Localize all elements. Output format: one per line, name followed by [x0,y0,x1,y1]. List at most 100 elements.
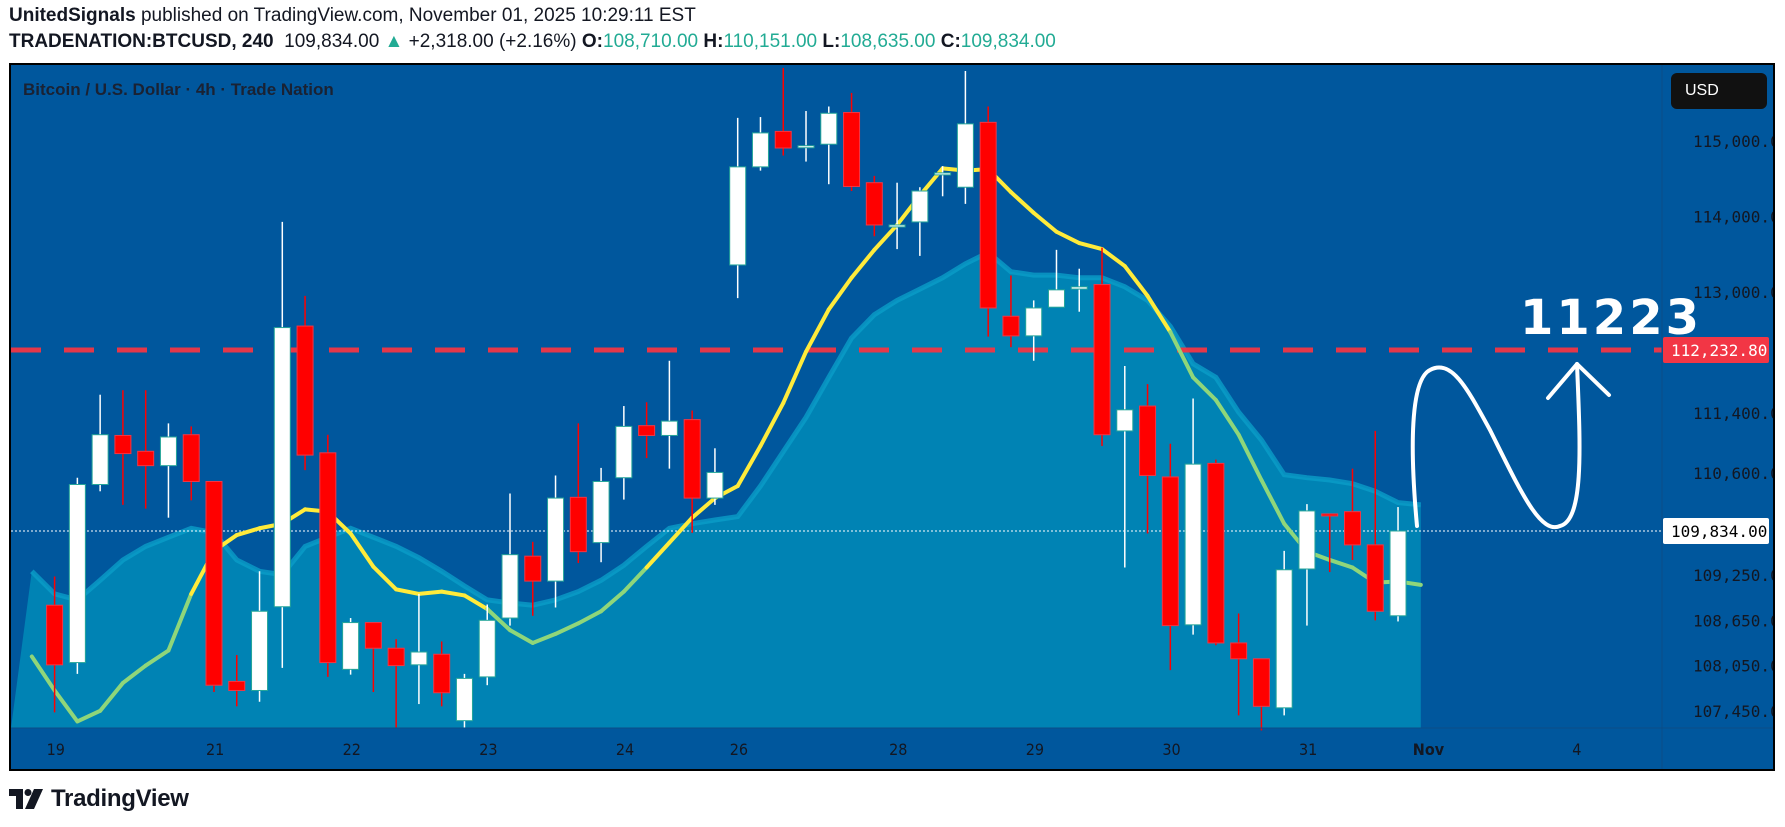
candle[interactable] [888,224,906,228]
ma-line-segment [1236,432,1264,482]
candle[interactable] [1139,405,1157,476]
candle[interactable] [91,434,109,486]
symbol-line: TRADENATION:BTCUSD, 240 109,834.00 ▲ +2,… [9,31,1056,53]
candle[interactable] [547,497,565,582]
candle[interactable] [1093,284,1111,436]
candle[interactable] [273,327,291,608]
close-value: 109,834.00 [960,31,1056,52]
candle[interactable] [1070,286,1088,290]
candle[interactable] [364,622,382,649]
price-tick-label: 111,400.00 [1693,404,1773,423]
time-tick-label: Nov [1413,740,1445,759]
candle[interactable] [865,182,883,226]
up-arrow-icon: ▲ [384,31,404,52]
ma-line-segment [1100,247,1127,269]
candle[interactable] [1298,510,1316,570]
candle[interactable] [296,325,314,456]
ma-line-segment [371,564,399,592]
candle[interactable] [1366,544,1384,612]
candle[interactable] [615,425,633,479]
candle[interactable] [1025,307,1043,337]
candle[interactable] [1207,462,1225,644]
time-tick-label: 23 [479,740,497,759]
ma-line-segment [530,631,558,645]
price-tick-label: 109,250.00 [1693,566,1773,585]
candle[interactable] [478,619,496,678]
ma-line-segment [758,401,786,449]
candle[interactable] [751,132,769,168]
candle[interactable] [1389,530,1407,617]
candle[interactable] [1047,289,1065,308]
candlestick-chart[interactable]: 115,000.00 114,000.00 113,000.00 111,400.00… [11,65,1773,769]
ma-line-segment [1054,229,1082,246]
candle[interactable] [137,450,155,467]
price-tick-label: 108,050.00 [1693,657,1773,676]
candle[interactable] [820,112,838,145]
candle[interactable] [774,130,792,149]
candle[interactable] [911,190,929,223]
chart-frame[interactable]: 115,000.00 114,000.00 113,000.00 111,400.00… [9,63,1775,771]
candle[interactable] [68,484,86,664]
candle[interactable] [46,604,64,666]
candle[interactable] [1252,658,1270,707]
candle[interactable] [524,555,542,582]
candle[interactable] [979,121,997,309]
tradingview-logo[interactable]: TradingView [9,785,189,813]
level-price-label: 112,232.80 [1671,341,1767,360]
candle[interactable] [592,480,610,544]
ma-line-segment [1145,293,1173,335]
ma-area-line [30,249,1422,608]
time-tick-label: 26 [730,740,748,759]
candle[interactable] [387,647,405,667]
candle[interactable] [1116,409,1134,432]
candle[interactable] [182,434,200,482]
projection-wave-path[interactable] [1410,362,1582,530]
ma-line-segment [1191,375,1218,402]
low-value: 108,635.00 [840,31,936,52]
candle[interactable] [159,436,177,467]
candle[interactable] [455,677,473,722]
candle[interactable] [706,471,724,499]
ma-line-segment [439,589,467,598]
publish-line: UnitedSignals published on TradingView.c… [9,5,696,27]
candle[interactable] [114,434,132,455]
ma-line-segment [143,648,171,668]
candle[interactable] [660,420,678,436]
ma-line-segment [667,515,695,545]
ma-line-segment [1213,397,1241,437]
candle[interactable] [1002,315,1020,337]
candle[interactable] [228,680,246,691]
candle[interactable] [1184,463,1202,626]
ma-line-segment [166,591,194,653]
candle[interactable] [638,425,656,436]
candle[interactable] [205,480,223,686]
candle[interactable] [1321,513,1339,517]
candle[interactable] [729,166,747,266]
candle[interactable] [251,610,269,691]
candle[interactable] [1275,569,1293,709]
candle[interactable] [956,123,974,188]
candle[interactable] [683,419,701,499]
open-value: 108,710.00 [603,31,699,52]
candle[interactable] [797,145,815,149]
ma-line-segment [1031,210,1059,234]
candle[interactable] [1161,476,1179,627]
tradingview-wordmark: TradingView [51,785,189,812]
candle[interactable] [342,622,360,670]
author-name[interactable]: UnitedSignals [9,5,136,26]
candle[interactable] [501,554,519,619]
chart-legend-title: Bitcoin / U.S. Dollar · 4h · Trade Natio… [23,80,334,99]
ma-line-segment [394,587,421,596]
candle[interactable] [934,172,952,176]
candle[interactable] [319,452,337,664]
ma-line-segment [98,680,125,713]
ma-line-segment [52,688,80,724]
candle[interactable] [410,651,428,666]
currency-button[interactable]: USD [1671,73,1767,109]
candle[interactable] [843,112,861,187]
candle[interactable] [569,496,587,553]
candle[interactable] [433,653,451,694]
candle[interactable] [1230,642,1248,660]
symbol-title: TRADENATION:BTCUSD, 240 [9,31,274,52]
candle[interactable] [1343,511,1361,546]
